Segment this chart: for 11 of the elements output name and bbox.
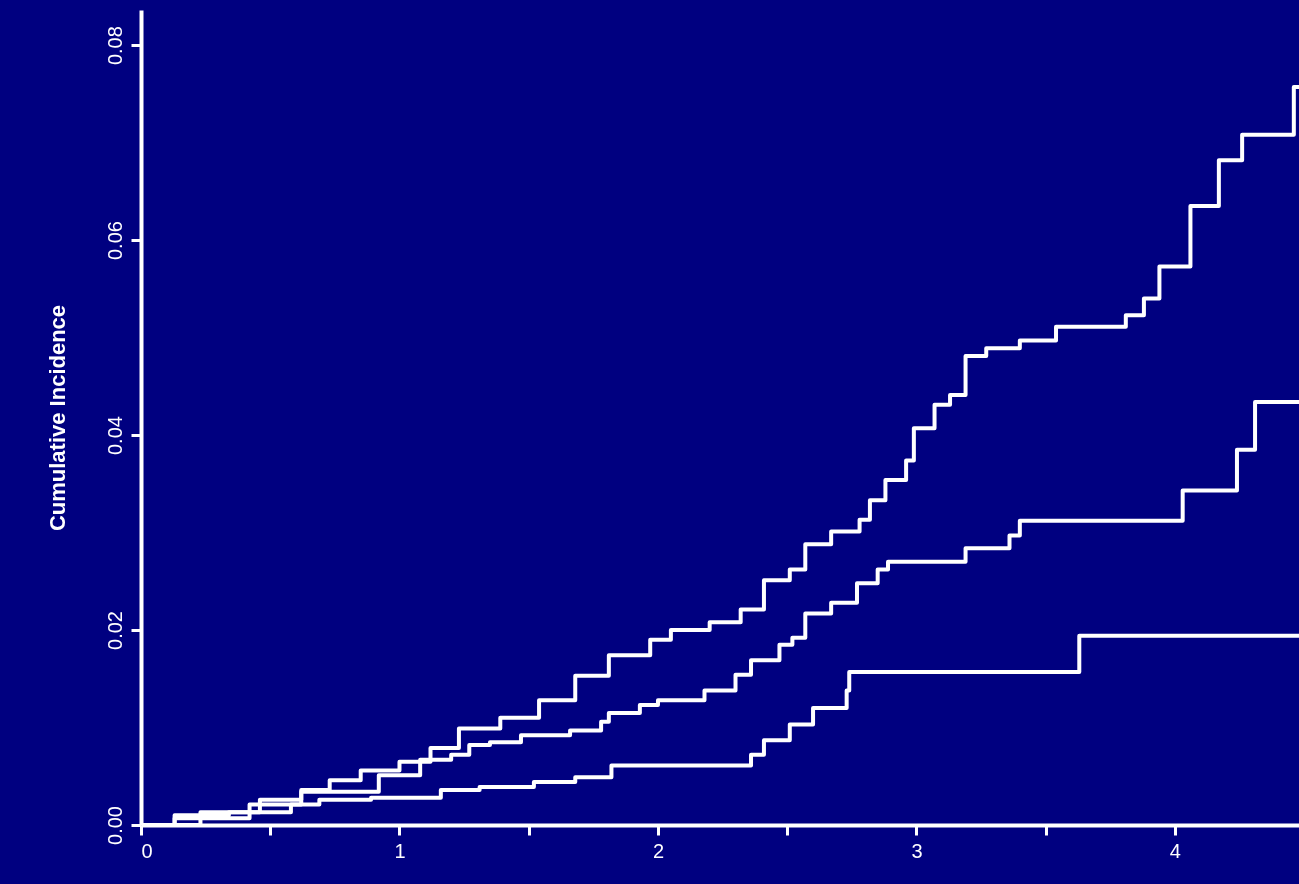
y-axis-title: Cumulative Incidence [44, 304, 70, 532]
x-tick-label: 3 [911, 839, 923, 862]
x-tick-label: 0 [141, 839, 153, 862]
y-tick-label: 0.02 [103, 611, 126, 650]
y-tick-label: 0.08 [103, 26, 126, 66]
x-tick-label: 2 [652, 839, 665, 862]
x-tick-label: 1 [394, 839, 406, 862]
x-tick-label: 4 [1169, 839, 1181, 862]
y-tick-label: 0.06 [103, 221, 126, 261]
y-tick-label: 0.04 [103, 416, 126, 456]
y-tick-label: 0.00 [103, 806, 126, 845]
